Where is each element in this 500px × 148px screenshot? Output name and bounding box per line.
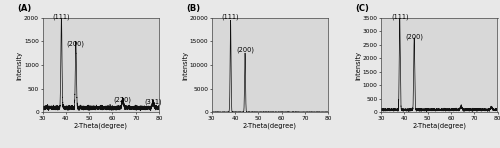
Text: (C): (C) <box>355 4 369 13</box>
X-axis label: 2-Theta(degree): 2-Theta(degree) <box>412 122 466 129</box>
Text: (311): (311) <box>144 99 162 105</box>
Y-axis label: Intensity: Intensity <box>182 51 188 80</box>
Text: (A): (A) <box>17 4 31 13</box>
Y-axis label: Intensity: Intensity <box>355 51 361 80</box>
Text: (200): (200) <box>67 40 85 47</box>
Text: (B): (B) <box>186 4 200 13</box>
Text: (200): (200) <box>405 33 423 40</box>
Text: (111): (111) <box>391 14 408 20</box>
Y-axis label: Intensity: Intensity <box>16 51 22 80</box>
X-axis label: 2-Theta(degree): 2-Theta(degree) <box>74 122 128 129</box>
Text: (111): (111) <box>52 13 70 20</box>
X-axis label: 2-Theta(degree): 2-Theta(degree) <box>243 122 297 129</box>
Text: (220): (220) <box>114 97 132 103</box>
Text: (111): (111) <box>222 14 240 20</box>
Text: (200): (200) <box>236 46 254 53</box>
